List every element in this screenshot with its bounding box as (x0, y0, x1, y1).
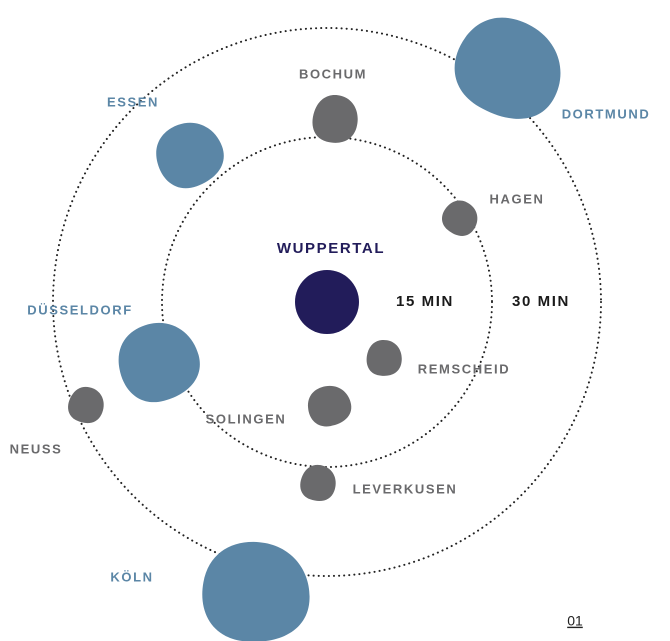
page-number: 01 (567, 613, 583, 629)
city-blob (435, 193, 485, 243)
city-blob (295, 460, 342, 507)
city-blob (62, 381, 110, 429)
center-dot (295, 270, 359, 334)
city-label: REMSCHEID (418, 361, 510, 376)
center-label: WUPPERTAL (277, 240, 385, 257)
ring-label: 30 MIN (512, 293, 570, 310)
city-label: NEUSS (10, 441, 63, 456)
city-label: SOLINGEN (206, 411, 287, 426)
city-label: DORTMUND (562, 106, 651, 121)
city-label: KÖLN (110, 569, 153, 584)
city-label: ESSEN (107, 94, 159, 109)
city-label: BOCHUM (299, 66, 367, 81)
city-blob (198, 537, 315, 641)
city-blob (110, 313, 208, 410)
ring-label: 15 MIN (396, 293, 454, 310)
city-label: LEVERKUSEN (353, 481, 458, 496)
city-blob (147, 113, 232, 197)
city-blob (304, 382, 355, 430)
outer-ring (52, 27, 602, 577)
city-label: HAGEN (490, 191, 545, 206)
city-label: DÜSSELDORF (27, 302, 133, 317)
city-blob (363, 337, 405, 379)
city-blob (438, 0, 580, 138)
inner-ring (161, 136, 493, 468)
